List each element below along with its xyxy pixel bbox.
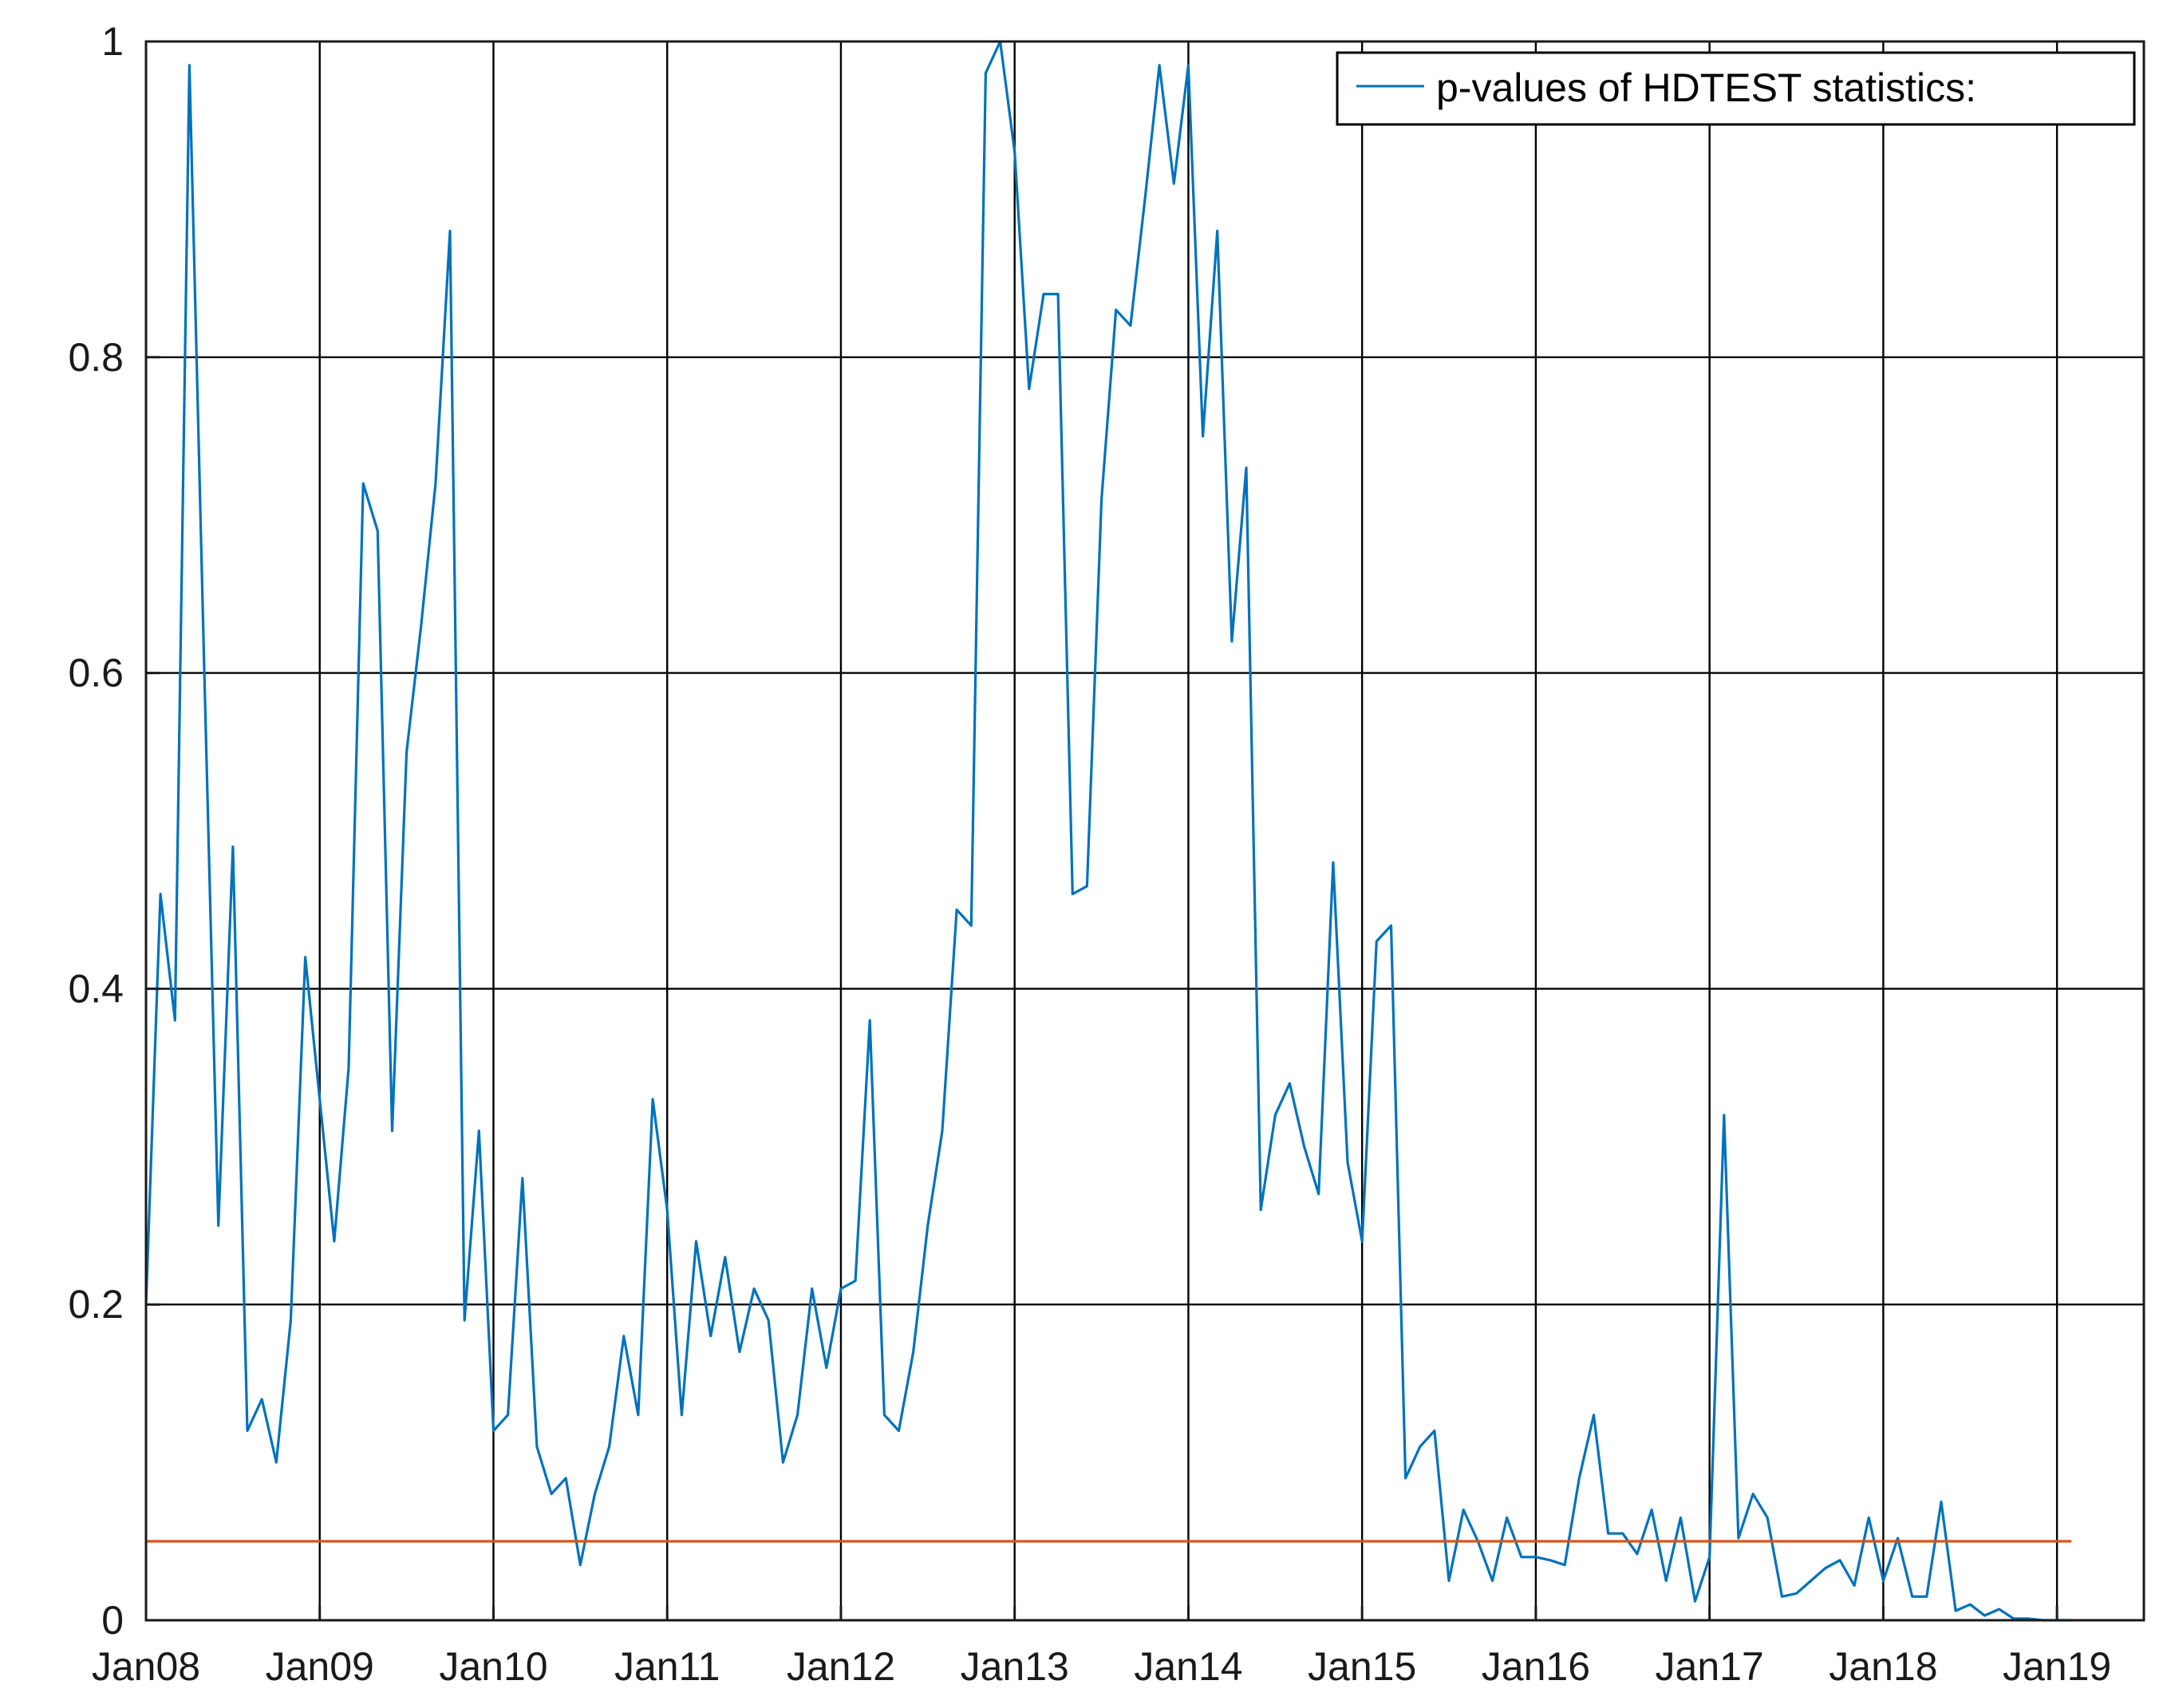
x-tick-label: Jan08: [92, 1644, 200, 1689]
x-axis: Jan08 Jan09 Jan10 Jan11 Jan12 Jan13 Jan14 Jan15…: [92, 1606, 2111, 1689]
x-tick-label: Jan09: [266, 1644, 374, 1689]
x-tick-label: Jan17: [1656, 1644, 1764, 1689]
y-tick-label: 0.8: [68, 335, 124, 380]
axes-frame: [144, 40, 2145, 1622]
legend-box: [1336, 51, 2136, 126]
series-line-pvalues: [144, 40, 2072, 1622]
x-tick-label: Jan19: [2003, 1644, 2111, 1689]
legend: p-values of HDTEST statistics:: [1336, 51, 2136, 126]
plot-area: [144, 40, 2072, 1622]
y-tick-label: 0: [101, 1598, 124, 1643]
y-tick-label: 0.4: [68, 966, 124, 1011]
x-tick-label: Jan10: [439, 1644, 547, 1689]
grid: [144, 40, 2144, 1620]
x-tick-label: Jan12: [787, 1644, 895, 1689]
y-tick-label: 0.6: [68, 651, 124, 696]
legend-label-pvalues: p-values of HDTEST statistics:: [1436, 65, 1976, 110]
x-tick-label: Jan11: [614, 1644, 720, 1689]
x-tick-label: Jan18: [1829, 1644, 1937, 1689]
x-tick-label: Jan16: [1482, 1644, 1590, 1689]
x-tick-label: Jan13: [961, 1644, 1069, 1689]
y-axis: 0 0.2 0.4 0.6 0.8 1: [68, 19, 160, 1643]
y-tick-label: 0.2: [68, 1282, 124, 1327]
x-tick-label: Jan15: [1308, 1644, 1416, 1689]
x-tick-label: Jan14: [1134, 1644, 1242, 1689]
y-tick-label: 1: [101, 19, 124, 64]
